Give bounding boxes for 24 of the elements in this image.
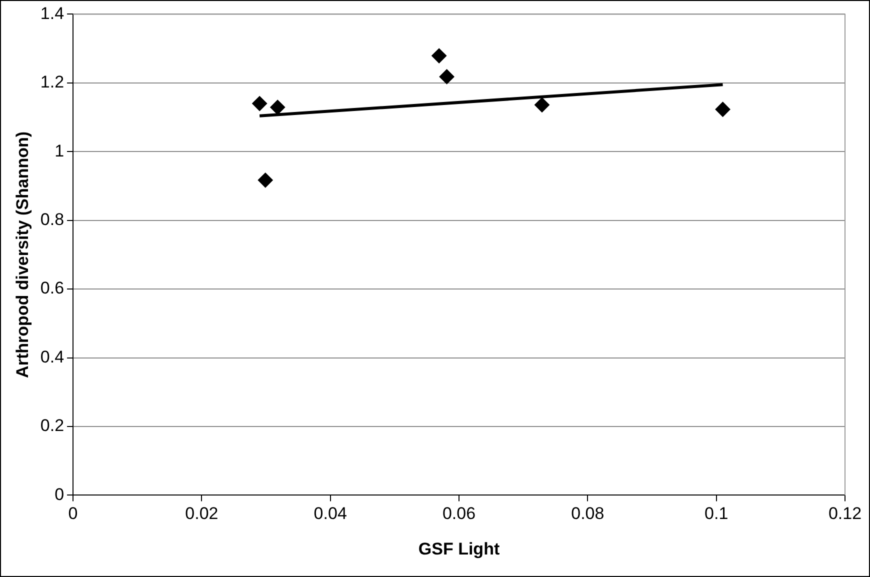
x-tick-label: 0 [68, 504, 78, 524]
point [432, 48, 447, 64]
x-tick-label: 0.04 [314, 504, 347, 524]
x-tick-label: 0.06 [442, 504, 476, 524]
y-axis-title: Arthropod diversity (Shannon) [12, 131, 32, 378]
y-tick-label: 0.8 [40, 210, 64, 230]
point [252, 96, 268, 112]
x-tick-label: 0.02 [185, 504, 218, 524]
y-tick-label: 0.6 [40, 278, 64, 298]
point [534, 97, 550, 112]
point [439, 69, 454, 84]
x-tick-label: 0.12 [828, 504, 862, 524]
y-tick-label: 0 [54, 484, 64, 504]
x-axis-title: GSF Light [418, 539, 500, 558]
y-tick-label: 0.2 [40, 416, 64, 436]
x-tick-label: 0.08 [571, 504, 604, 524]
y-tick-label: 1.4 [40, 4, 64, 23]
y-tick-label: 1.2 [40, 72, 64, 92]
y-tick-label: 0.4 [40, 347, 64, 366]
y-tick-label: 1 [54, 141, 64, 160]
point [258, 172, 273, 188]
point [270, 100, 286, 115]
x-tick-label: 0.1 [704, 504, 728, 524]
point [715, 102, 730, 117]
